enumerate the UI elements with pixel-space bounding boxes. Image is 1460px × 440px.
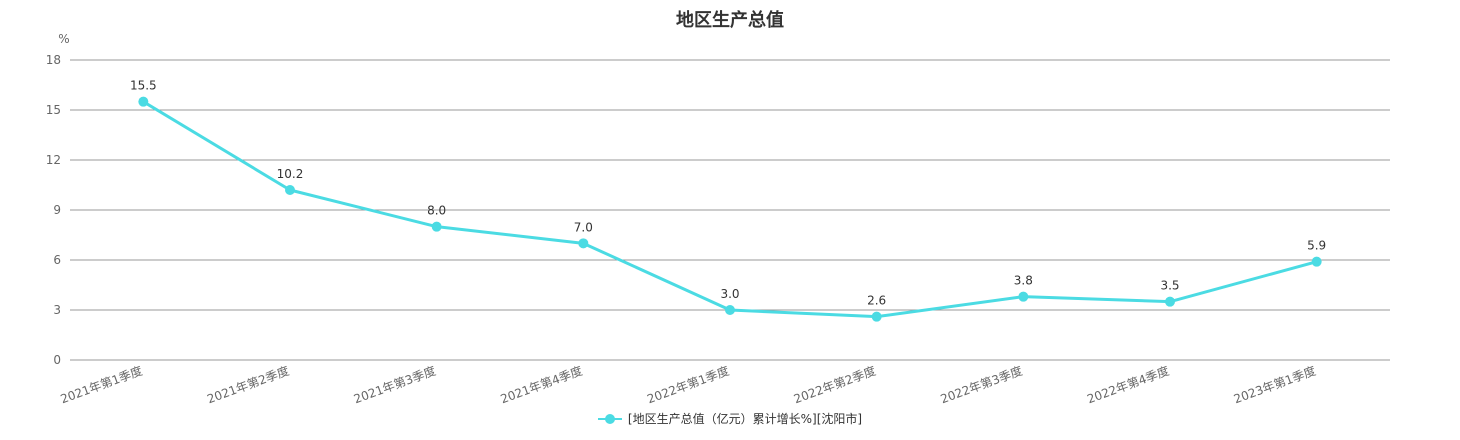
data-point xyxy=(1165,296,1175,307)
y-tick-label: 6 xyxy=(53,253,61,267)
label-layer: 15.5 10.2 8.0 7.0 3.0 2.6 3.8 3.5 5.9 xyxy=(130,79,1326,308)
data-label: 2.6 xyxy=(867,294,886,308)
x-tick-label: 2022年第2季度 xyxy=(792,363,878,407)
data-point xyxy=(871,311,882,322)
data-point xyxy=(431,221,442,232)
y-tick-label: 12 xyxy=(46,153,61,167)
x-tick-label: 2021年第3季度 xyxy=(352,363,438,407)
legend-item[interactable]: [地区生产总值（亿元）累计增长%][沈阳市] xyxy=(597,410,863,427)
data-point xyxy=(1311,256,1322,267)
x-tick-label: 2021年第1季度 xyxy=(58,363,144,407)
y-unit-label: % xyxy=(58,32,69,46)
x-tick-label: 2022年第4季度 xyxy=(1085,363,1171,407)
x-tick-label: 2021年第4季度 xyxy=(498,363,584,407)
data-label: 3.0 xyxy=(720,287,739,301)
y-tick-label: 3 xyxy=(53,303,61,317)
y-tick-label: 9 xyxy=(53,203,61,217)
y-tick-label: 0 xyxy=(53,353,61,367)
series-layer xyxy=(138,96,1322,322)
legend[interactable]: [地区生产总值（亿元）累计增长%][沈阳市] xyxy=(0,410,1460,428)
data-label: 8.0 xyxy=(427,204,446,218)
data-point xyxy=(725,305,735,315)
data-label: 7.0 xyxy=(574,220,593,234)
y-tick-label: 18 xyxy=(46,53,61,67)
x-tick-label: 2021年第2季度 xyxy=(205,363,291,407)
data-point xyxy=(578,238,589,249)
chart-title: 地区生产总值 xyxy=(676,10,784,31)
data-label: 5.9 xyxy=(1307,239,1326,253)
series-line xyxy=(142,100,1318,319)
data-point xyxy=(138,96,149,107)
x-tick-label: 2022年第1季度 xyxy=(645,363,731,407)
data-label: 15.5 xyxy=(130,79,157,93)
data-label: 10.2 xyxy=(277,167,304,181)
data-point xyxy=(1018,291,1029,302)
x-tick-label: 2023年第1季度 xyxy=(1232,363,1318,407)
legend-swatch-icon xyxy=(597,413,622,425)
legend-label: [地区生产总值（亿元）累计增长%][沈阳市] xyxy=(627,412,863,426)
x-tick-label: 2022年第3季度 xyxy=(938,363,1024,407)
axis-layer: 0 3 6 9 12 15 18% 2021年第1季度 2021年第2季度 2021年第3季度 20… xyxy=(46,32,1318,406)
data-label: 3.8 xyxy=(1014,274,1033,288)
y-tick-label: 15 xyxy=(46,103,61,117)
data-label: 3.5 xyxy=(1160,279,1179,293)
data-point xyxy=(285,185,295,195)
